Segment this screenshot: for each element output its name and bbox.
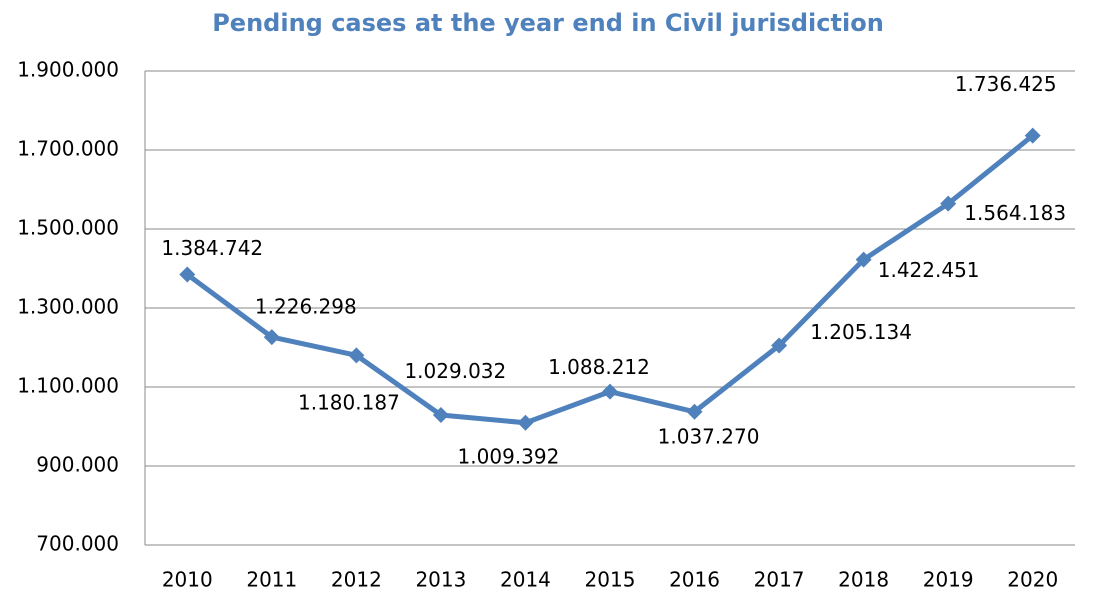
x-tick-label: 2012 — [331, 568, 382, 592]
x-tick-label: 2014 — [500, 568, 551, 592]
x-tick-label: 2010 — [162, 568, 213, 592]
data-point — [263, 329, 280, 346]
data-label: 1.009.392 — [458, 444, 560, 468]
data-label: 1.205.134 — [810, 320, 912, 344]
x-tick-label: 2018 — [838, 568, 889, 592]
data-label: 1.029.032 — [404, 359, 506, 383]
y-tick-label: 1.300.000 — [17, 295, 119, 319]
chart-title: Pending cases at the year end in Civil j… — [212, 9, 884, 37]
data-point — [686, 403, 703, 420]
data-point — [179, 266, 196, 283]
y-tick-label: 1.100.000 — [17, 374, 119, 398]
y-tick-label: 1.700.000 — [17, 137, 119, 161]
data-point — [432, 407, 449, 424]
data-label: 1.180.187 — [298, 391, 400, 415]
y-tick-label: 900.000 — [36, 453, 119, 477]
data-point — [940, 195, 957, 212]
x-tick-label: 2011 — [246, 568, 297, 592]
data-label: 1.037.270 — [658, 424, 760, 448]
x-tick-label: 2015 — [585, 568, 636, 592]
y-tick-label: 1.500.000 — [17, 216, 119, 240]
x-tick-label: 2019 — [923, 568, 974, 592]
data-label: 1.736.425 — [955, 72, 1057, 96]
x-tick-label: 2016 — [669, 568, 720, 592]
x-tick-label: 2017 — [754, 568, 805, 592]
data-label: 1.422.451 — [878, 258, 980, 282]
y-tick-label: 700.000 — [36, 532, 119, 556]
data-point — [1024, 127, 1041, 144]
data-point — [855, 251, 872, 268]
data-point — [348, 347, 365, 364]
x-tick-label: 2020 — [1007, 568, 1058, 592]
data-label: 1.226.298 — [255, 295, 357, 319]
y-tick-label: 1.900.000 — [17, 58, 119, 82]
data-point — [602, 383, 618, 400]
data-point — [517, 414, 534, 431]
x-tick-label: 2013 — [415, 568, 466, 592]
data-point — [771, 337, 788, 354]
data-label: 1.564.183 — [964, 201, 1066, 225]
data-label: 1.384.742 — [161, 236, 263, 260]
data-label: 1.088.212 — [548, 355, 650, 379]
